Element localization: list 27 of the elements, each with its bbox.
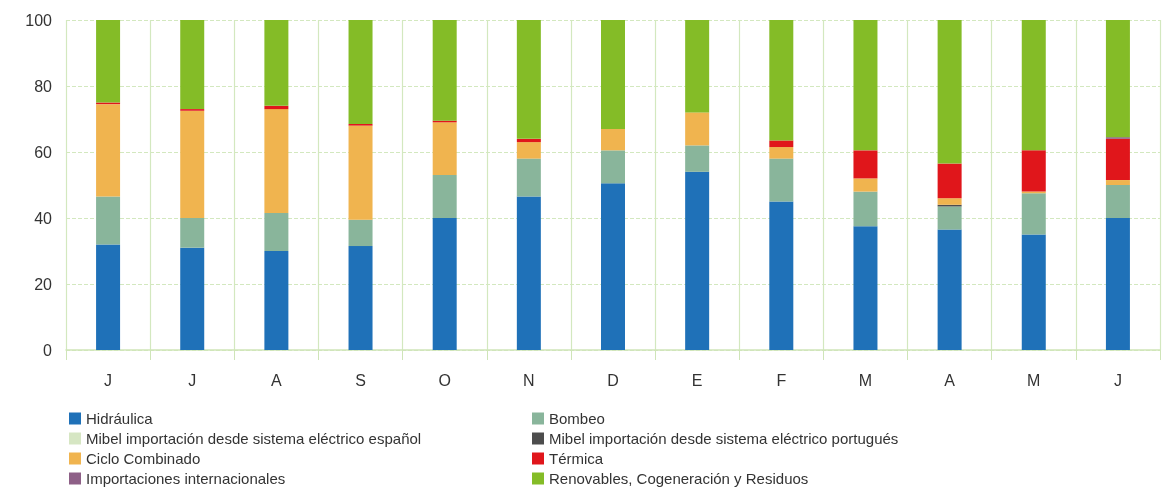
legend-label: Térmica	[549, 450, 604, 467]
legend-label: Hidráulica	[86, 410, 154, 427]
legend-label: Mibel importación desde sistema eléctrico portugués	[549, 430, 899, 447]
y-tick-label: 0	[43, 341, 53, 359]
legend-label: Renovables, Cogeneración y Residuos	[549, 470, 809, 487]
x-tick-label: A	[944, 371, 956, 389]
y-tick-label: 20	[34, 275, 53, 293]
legend-label: Bombeo	[549, 410, 605, 427]
y-tick-label: 60	[34, 143, 53, 161]
x-tick-label: E	[691, 371, 703, 389]
y-tick-label: 100	[25, 11, 53, 29]
x-tick-label: M	[1027, 371, 1041, 389]
x-tick-label: D	[607, 371, 619, 389]
x-tick-label: S	[355, 371, 366, 389]
legend-label: Ciclo Combinado	[86, 450, 201, 467]
x-tick-label: O	[438, 371, 451, 389]
legend-label: Mibel importación desde sistema eléctrico español	[86, 430, 422, 447]
x-tick-label: J	[104, 371, 113, 389]
x-tick-label: M	[858, 371, 873, 389]
x-tick-label: F	[776, 371, 787, 389]
x-tick-label: A	[271, 371, 283, 389]
y-tick-label: 40	[34, 209, 53, 227]
x-tick-label: J	[188, 371, 197, 389]
x-tick-label: N	[523, 371, 535, 389]
legend-label: Importaciones internacionales	[86, 470, 286, 487]
y-tick-label: 80	[34, 77, 53, 95]
x-tick-label: J	[1113, 371, 1122, 389]
